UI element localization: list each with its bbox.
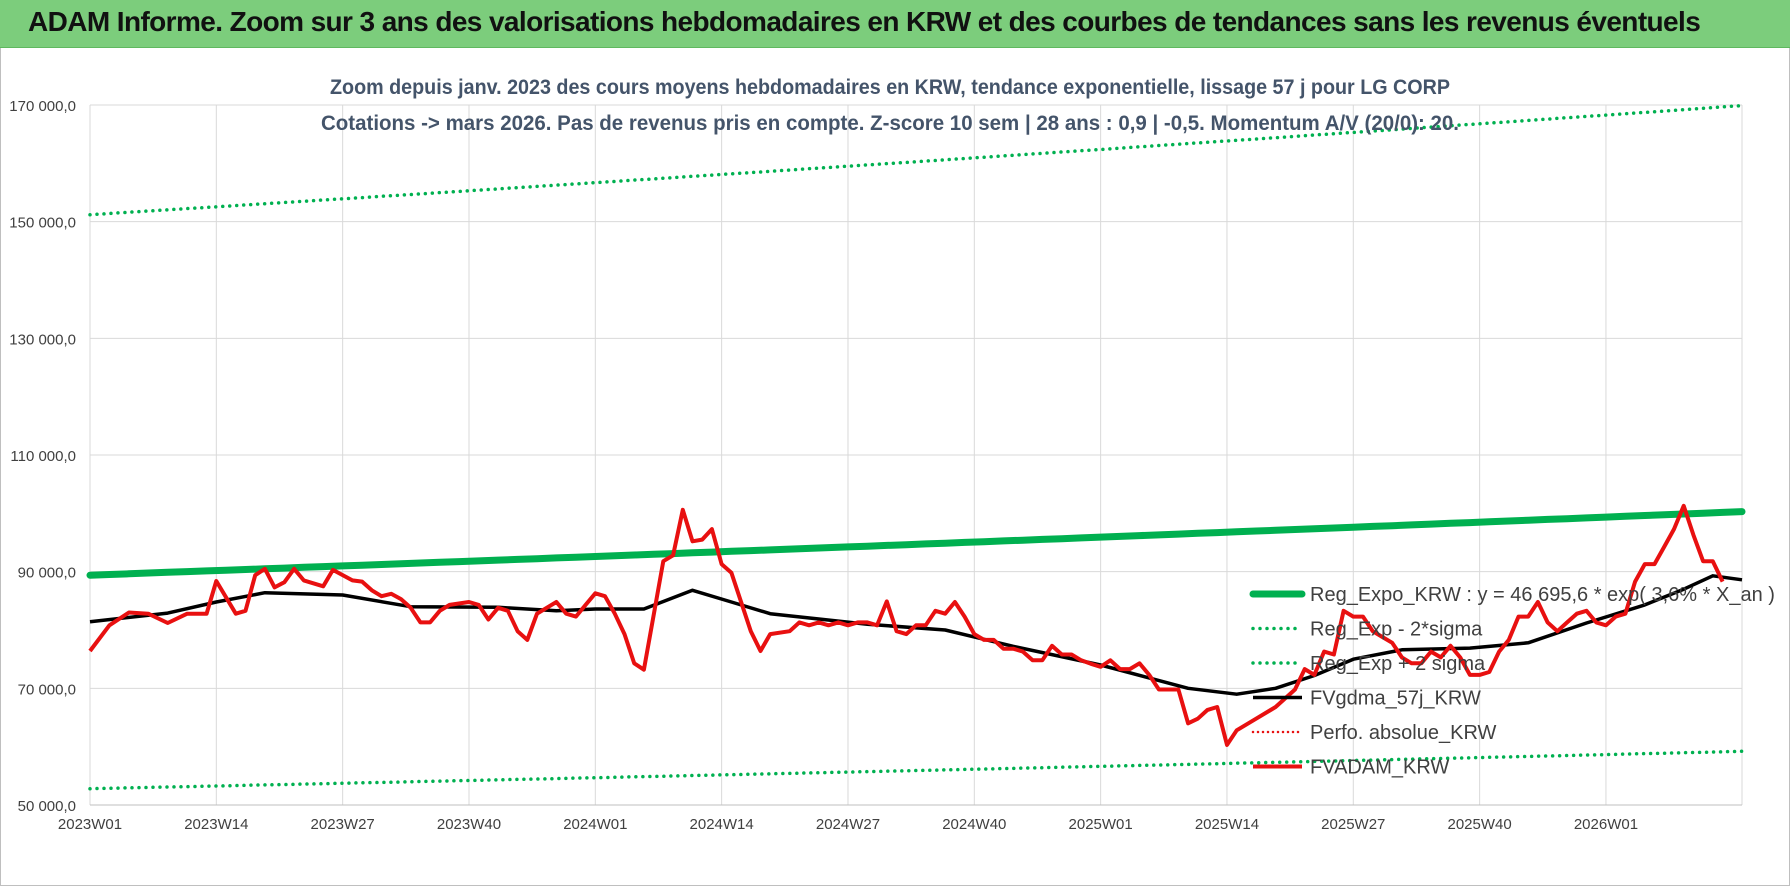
legend-label: Perfo. absolue_KRW	[1310, 722, 1497, 744]
x-tick-label: 2024W01	[563, 816, 627, 833]
sigma-band-line	[88, 103, 1744, 217]
y-axis: 50 000,0 70 000,0 90 000,0 110 000,0 130 000…	[9, 98, 76, 815]
x-tick-label: 2024W27	[816, 816, 880, 833]
y-tick-label: 130 000,0	[9, 331, 76, 348]
x-tick-label: 2023W27	[311, 816, 375, 833]
x-tick-label: 2023W40	[437, 816, 501, 833]
chart-title-line1: Zoom depuis janv. 2023 des cours moyens …	[330, 76, 1450, 99]
chart-grid	[89, 104, 1743, 806]
y-tick-label: 50 000,0	[18, 798, 76, 815]
x-tick-label: 2025W14	[1195, 816, 1259, 833]
legend-label: FVADAM_KRW	[1310, 757, 1449, 779]
legend-label: Reg_Expo_KRW : y = 46 695,6 * exp( 3,6% …	[1310, 584, 1775, 606]
x-axis: 2023W01 2023W14 2023W27 2023W40 2024W01 2024W…	[58, 816, 1638, 833]
y-tick-label: 170 000,0	[9, 98, 76, 115]
y-tick-label: 110 000,0	[10, 448, 76, 465]
chart-title-line2: Cotations -> mars 2026. Pas de revenus p…	[321, 112, 1459, 135]
x-tick-label: 2025W01	[1069, 816, 1133, 833]
y-tick-label: 70 000,0	[18, 681, 76, 698]
y-tick-label: 90 000,0	[18, 565, 76, 582]
x-tick-label: 2025W40	[1448, 816, 1512, 833]
sigma-band-line	[88, 749, 1744, 791]
chart-lines	[86, 103, 1746, 791]
legend-label: FVgdma_57j_KRW	[1310, 688, 1481, 710]
x-tick-label: 2024W40	[942, 816, 1006, 833]
trend-line	[86, 508, 1746, 579]
x-tick-label: 2023W14	[184, 816, 248, 833]
report-title: ADAM Informe. Zoom sur 3 ans des valoris…	[28, 6, 1701, 37]
chart-legend: Reg_Expo_KRW : y = 46 695,6 * exp( 3,6% …	[1249, 584, 1775, 779]
y-tick-label: 150 000,0	[9, 215, 76, 232]
x-tick-label: 2026W01	[1574, 816, 1638, 833]
legend-label: Reg_Exp - 2*sigma	[1310, 619, 1483, 641]
price-line	[88, 503, 1725, 747]
x-tick-label: 2025W27	[1321, 816, 1385, 833]
x-tick-label: 2024W14	[690, 816, 754, 833]
chart-title: Zoom depuis janv. 2023 des cours moyens …	[321, 76, 1459, 135]
legend-label: Reg_Exp + 2 sigma	[1310, 653, 1486, 675]
report-banner: ADAM Informe. Zoom sur 3 ans des valoris…	[0, 0, 1790, 48]
x-tick-label: 2023W01	[58, 816, 122, 833]
